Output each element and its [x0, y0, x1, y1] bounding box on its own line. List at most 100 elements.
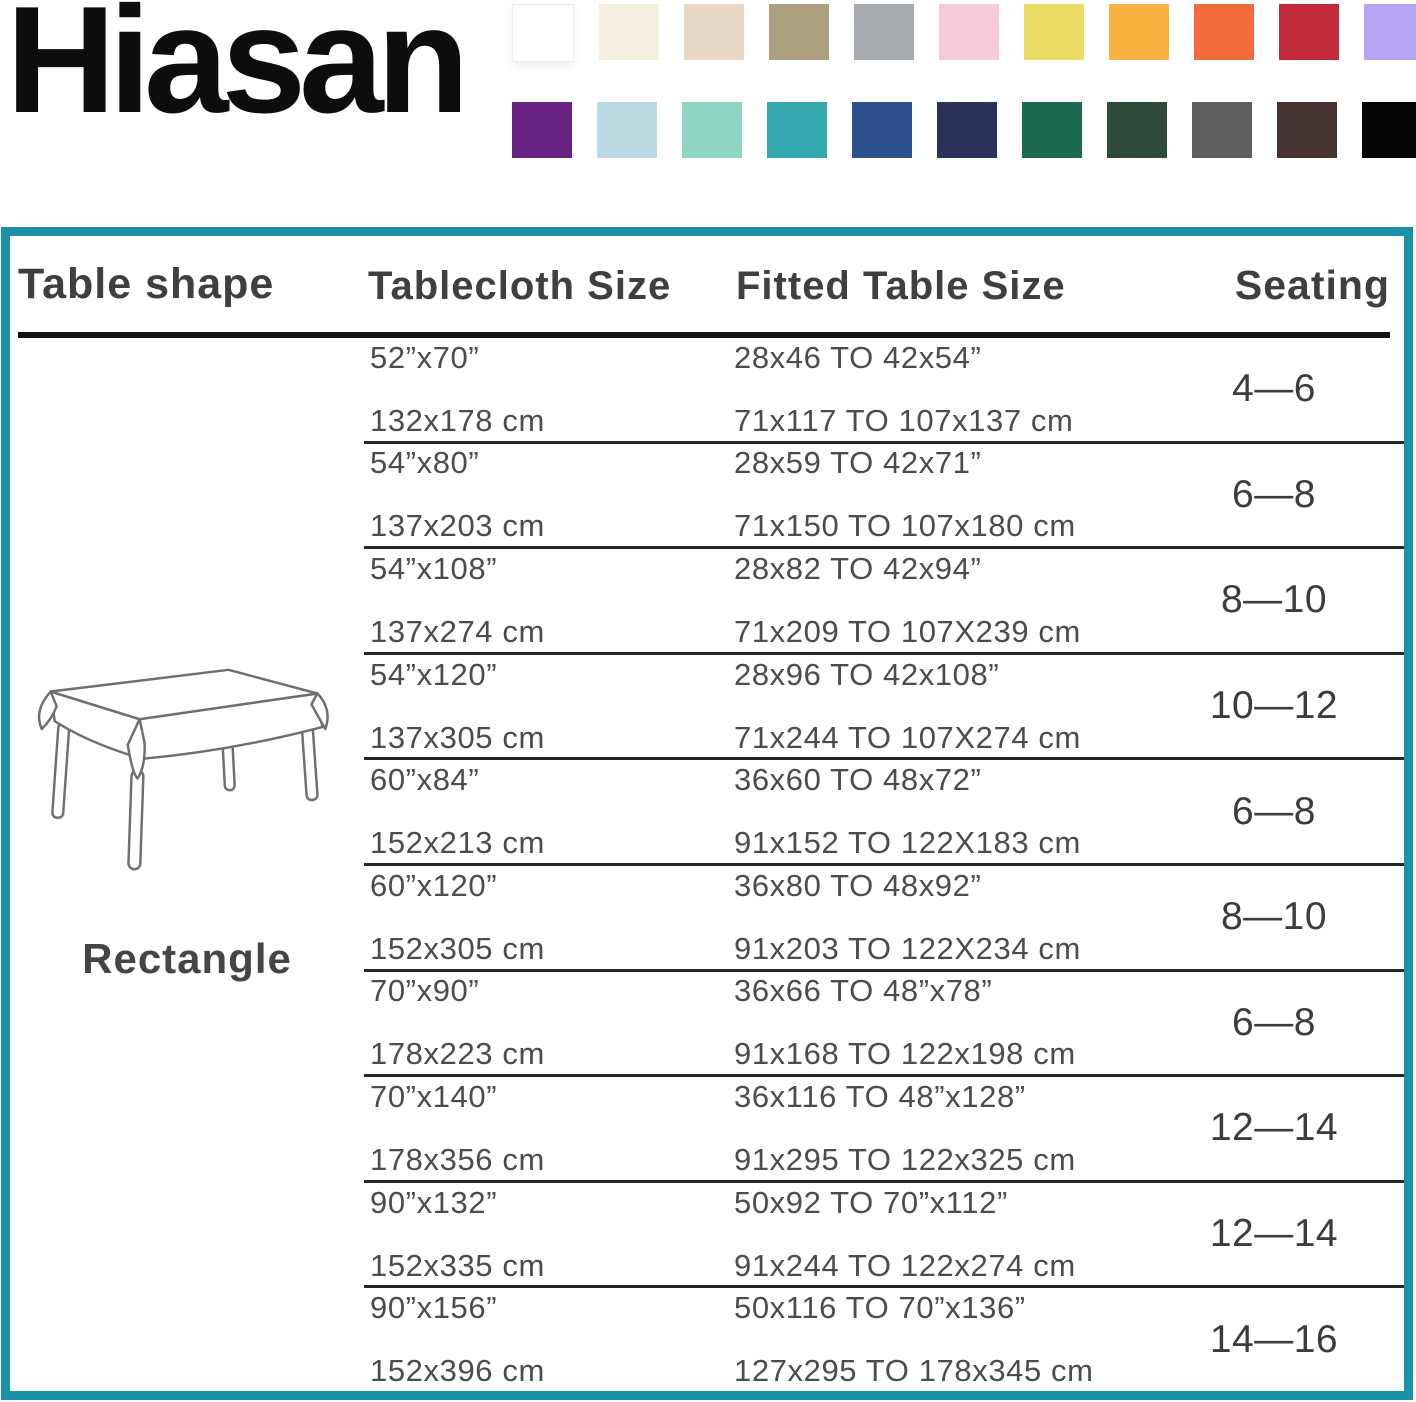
- seating-cell: 8—10: [1220, 578, 1328, 622]
- size-inches: 54”x80”: [370, 445, 480, 481]
- seating-cell: 8—10: [1220, 895, 1328, 939]
- size-inches: 60”x84”: [370, 762, 480, 798]
- size-cm: 152x396 cm: [370, 1353, 545, 1389]
- swatch-yellow: [1024, 4, 1084, 60]
- size-inches: 90”x156”: [370, 1290, 498, 1326]
- tablecloth-size-cell: 90”x156” 152x396 cm: [364, 1290, 734, 1389]
- table-row: 70”x90” 178x223 cm 36x66 TO 48”x78” 91x1…: [364, 972, 1404, 1078]
- size-cm: 137x274 cm: [370, 613, 545, 649]
- tablecloth-size-cell: 52”x70” 132x178 cm: [364, 340, 734, 439]
- swatch-pink: [939, 4, 999, 60]
- table-row: 54”x120” 137x305 cm 28x96 TO 42x108” 71x…: [364, 655, 1404, 761]
- fitted-inches: 36x66 TO 48”x78”: [734, 973, 993, 1009]
- table-row: 52”x70” 132x178 cm 28x46 TO 42x54” 71x11…: [364, 338, 1404, 444]
- fitted-inches: 28x46 TO 42x54”: [734, 339, 982, 375]
- tablecloth-size-cell: 90”x132” 152x335 cm: [364, 1185, 734, 1284]
- fitted-inches: 36x80 TO 48x92”: [734, 867, 982, 903]
- tablecloth-size-cell: 54”x108” 137x274 cm: [364, 551, 734, 650]
- fitted-inches: 50x92 TO 70”x112”: [734, 1184, 1008, 1220]
- fitted-inches: 28x96 TO 42x108”: [734, 656, 1000, 692]
- swatch-purple: [512, 102, 572, 158]
- swatch-aqua: [682, 102, 742, 158]
- size-inches: 70”x140”: [370, 1078, 498, 1114]
- tablecloth-size-cell: 60”x120” 152x305 cm: [364, 868, 734, 967]
- size-cm: 178x356 cm: [370, 1141, 545, 1177]
- size-inches: 54”x120”: [370, 656, 498, 692]
- tablecloth-size-cell: 70”x90” 178x223 cm: [364, 973, 734, 1072]
- size-inches: 52”x70”: [370, 339, 480, 375]
- size-inches: 90”x132”: [370, 1184, 498, 1220]
- swatch-forest-green: [1022, 102, 1082, 158]
- seating-cell: 6—8: [1232, 1000, 1316, 1044]
- column-header-table-shape: Table shape: [18, 260, 275, 308]
- table-row: 90”x132” 152x335 cm 50x92 TO 70”x112” 91…: [364, 1183, 1404, 1289]
- shape-label: Rectangle: [82, 935, 292, 982]
- fitted-inches: 28x59 TO 42x71”: [734, 445, 982, 481]
- size-cm: 137x203 cm: [370, 508, 545, 544]
- swatch-row-2: [512, 102, 1416, 158]
- fitted-size-cell: 36x80 TO 48x92” 91x203 TO 122X234 cm: [734, 868, 1144, 967]
- color-swatches: [512, 4, 1416, 158]
- tablecloth-size-cell: 70”x140” 178x356 cm: [364, 1079, 734, 1178]
- seating-cell: 12—14: [1209, 1212, 1339, 1256]
- fitted-cm: 91x203 TO 122X234 cm: [734, 930, 1081, 966]
- fitted-cm: 71x117 TO 107x137 cm: [734, 402, 1074, 438]
- seating-cell: 10—12: [1209, 684, 1339, 728]
- column-header-tablecloth-size: Tablecloth Size: [368, 264, 672, 308]
- fitted-size-cell: 50x92 TO 70”x112” 91x244 TO 122x274 cm: [734, 1185, 1144, 1284]
- swatch-dark-grey: [1192, 102, 1252, 158]
- fitted-size-cell: 50x116 TO 70”x136” 127x295 TO 178x345 cm: [734, 1290, 1144, 1389]
- size-cm: 132x178 cm: [370, 402, 545, 438]
- fitted-size-cell: 36x116 TO 48”x128” 91x295 TO 122x325 cm: [734, 1079, 1144, 1178]
- size-cm: 152x213 cm: [370, 825, 545, 861]
- swatch-navy: [937, 102, 997, 158]
- rectangle-table-illustration: [37, 668, 329, 871]
- size-inches: 54”x108”: [370, 550, 498, 586]
- size-inches: 70”x90”: [370, 973, 480, 1009]
- swatch-row-1: [512, 4, 1416, 62]
- fitted-cm: 91x152 TO 122X183 cm: [734, 825, 1081, 861]
- brand-logo: Hiasan: [6, 0, 469, 145]
- swatch-grey: [854, 4, 914, 60]
- swatch-marigold: [1109, 4, 1169, 60]
- tablecloth-size-cell: 54”x120” 137x305 cm: [364, 657, 734, 756]
- fitted-inches: 36x60 TO 48x72”: [734, 762, 982, 798]
- swatch-light-blue: [597, 102, 657, 158]
- swatch-black: [1362, 102, 1416, 158]
- swatch-khaki: [769, 4, 829, 60]
- table-shape-column: Rectangle: [10, 338, 364, 1391]
- size-cm: 152x335 cm: [370, 1247, 545, 1283]
- seating-cell: 12—14: [1209, 1106, 1339, 1150]
- swatch-lavender: [1364, 4, 1416, 60]
- fitted-cm: 91x168 TO 122x198 cm: [734, 1036, 1076, 1072]
- table-row: 60”x84” 152x213 cm 36x60 TO 48x72” 91x15…: [364, 760, 1404, 866]
- table-row: 54”x108” 137x274 cm 28x82 TO 42x94” 71x2…: [364, 549, 1404, 655]
- fitted-size-cell: 28x82 TO 42x94” 71x209 TO 107X239 cm: [734, 551, 1144, 650]
- seating-cell: 4—6: [1232, 367, 1316, 411]
- seating-cell: 6—8: [1232, 789, 1316, 833]
- swatch-beige: [684, 4, 744, 60]
- table-row: 54”x80” 137x203 cm 28x59 TO 42x71” 71x15…: [364, 444, 1404, 550]
- fitted-size-cell: 28x59 TO 42x71” 71x150 TO 107x180 cm: [734, 445, 1144, 544]
- swatch-teal: [767, 102, 827, 158]
- seating-cell: 14—16: [1209, 1317, 1339, 1361]
- fitted-cm: 71x150 TO 107x180 cm: [734, 508, 1076, 544]
- fitted-size-cell: 28x46 TO 42x54” 71x117 TO 107x137 cm: [734, 340, 1144, 439]
- size-cm: 178x223 cm: [370, 1036, 545, 1072]
- fitted-cm: 71x209 TO 107X239 cm: [734, 613, 1081, 649]
- swatch-ivory: [599, 4, 659, 60]
- table-row: 60”x120” 152x305 cm 36x80 TO 48x92” 91x2…: [364, 866, 1404, 972]
- table-row: 70”x140” 178x356 cm 36x116 TO 48”x128” 9…: [364, 1077, 1404, 1183]
- fitted-size-cell: 36x60 TO 48x72” 91x152 TO 122X183 cm: [734, 762, 1144, 861]
- table-row: 90”x156” 152x396 cm 50x116 TO 70”x136” 1…: [364, 1288, 1404, 1391]
- swatch-white: [512, 4, 574, 62]
- header-underline: [18, 332, 1390, 338]
- size-cm: 152x305 cm: [370, 930, 545, 966]
- fitted-cm: 91x295 TO 122x325 cm: [734, 1141, 1076, 1177]
- fitted-size-cell: 36x66 TO 48”x78” 91x168 TO 122x198 cm: [734, 973, 1144, 1072]
- size-chart: Table shape Tablecloth Size Fitted Table…: [1, 227, 1413, 1400]
- size-rows: 52”x70” 132x178 cm 28x46 TO 42x54” 71x11…: [364, 338, 1404, 1391]
- fitted-size-cell: 28x96 TO 42x108” 71x244 TO 107X274 cm: [734, 657, 1144, 756]
- size-cm: 137x305 cm: [370, 719, 545, 755]
- fitted-inches: 36x116 TO 48”x128”: [734, 1078, 1026, 1114]
